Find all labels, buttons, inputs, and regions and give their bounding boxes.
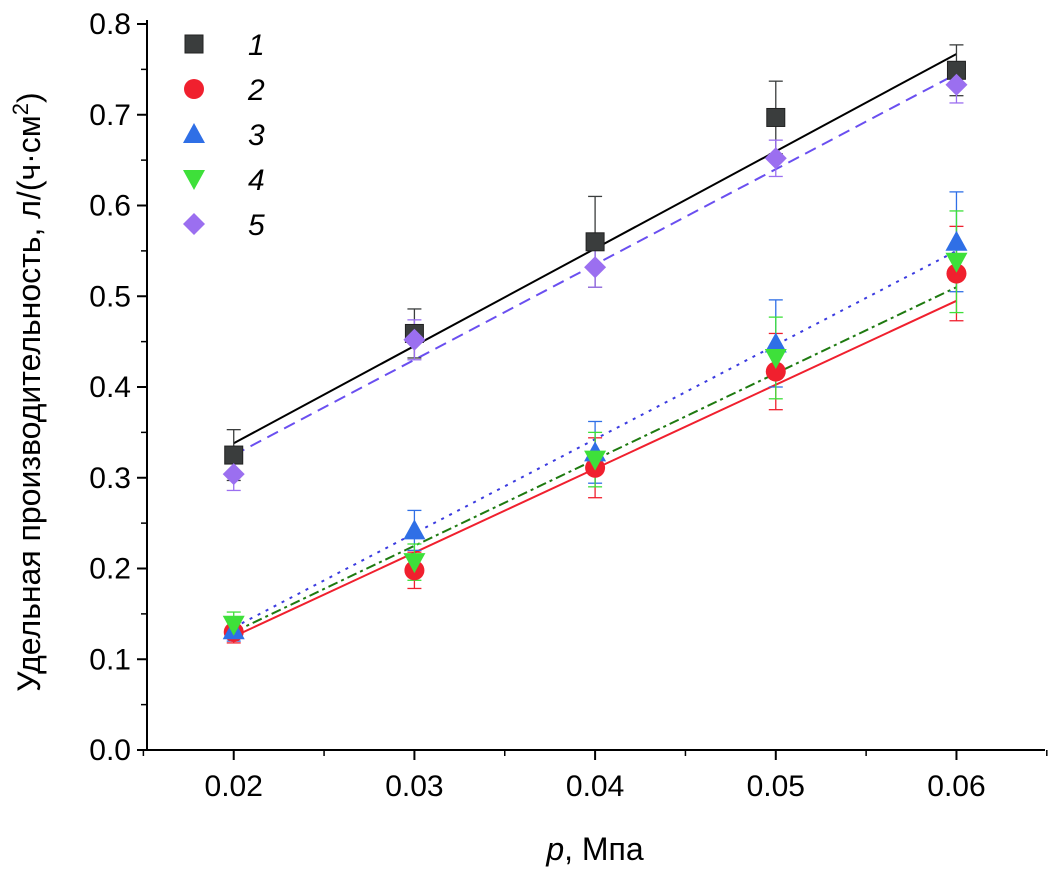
point-series-2 xyxy=(765,361,786,382)
y-tick-label: 0.6 xyxy=(89,190,131,223)
legend-label-3: 3 xyxy=(248,119,265,152)
legend-marker-4 xyxy=(183,170,205,190)
legend-marker-1 xyxy=(184,34,204,54)
x-tick-label: 0.06 xyxy=(927,770,985,803)
point-series-1 xyxy=(766,107,786,127)
x-tick-label: 0.04 xyxy=(566,770,624,803)
legend-marker-2 xyxy=(184,79,204,99)
legend-label-5: 5 xyxy=(248,209,265,242)
data-points xyxy=(222,60,968,643)
point-series-3 xyxy=(945,230,968,251)
legend-label-2: 2 xyxy=(247,74,265,107)
point-series-4 xyxy=(222,615,245,636)
y-tick-label: 0.0 xyxy=(89,734,131,767)
point-series-1 xyxy=(585,232,605,252)
y-tick-label: 0.4 xyxy=(89,371,131,404)
point-series-2 xyxy=(946,263,967,284)
y-tick-label: 0.8 xyxy=(89,8,131,41)
x-tick-label: 0.05 xyxy=(747,770,805,803)
x-tick-label: 0.03 xyxy=(385,770,443,803)
point-series-5 xyxy=(584,256,607,279)
axes: 0.02 0.03 0.04 0.05 0.06 0.0 0.1 0.2 0.3 0.4 0.5 0.… xyxy=(89,8,1048,803)
fit-lines xyxy=(233,53,957,638)
y-axis-label: Удельная производительность, л/(ч·см2) xyxy=(8,92,47,691)
point-series-5 xyxy=(403,328,426,351)
y-tick-label: 0.7 xyxy=(89,99,131,132)
y-tick-label: 0.1 xyxy=(89,643,131,676)
legend-label-4: 4 xyxy=(248,164,265,197)
point-series-5 xyxy=(945,73,968,96)
y-tick-label: 0.2 xyxy=(89,553,131,586)
x-axis-label: p, Мпа xyxy=(545,831,644,867)
point-series-4 xyxy=(403,553,426,574)
point-series-5 xyxy=(222,463,245,486)
point-series-5 xyxy=(764,147,787,170)
point-series-3 xyxy=(403,519,426,540)
point-series-3 xyxy=(764,332,787,353)
point-series-4 xyxy=(764,348,787,369)
point-series-1 xyxy=(224,445,244,465)
y-tick-label: 0.3 xyxy=(89,462,131,495)
y-tick-label: 0.5 xyxy=(89,280,131,313)
point-series-4 xyxy=(945,252,968,273)
error-bars xyxy=(226,44,964,644)
point-series-4 xyxy=(584,450,607,471)
legend-label-1: 1 xyxy=(248,29,265,62)
legend: 1 2 3 4 5 xyxy=(183,29,265,242)
legend-marker-3 xyxy=(183,123,205,143)
legend-marker-5 xyxy=(183,213,205,235)
x-tick-label: 0.02 xyxy=(205,770,263,803)
